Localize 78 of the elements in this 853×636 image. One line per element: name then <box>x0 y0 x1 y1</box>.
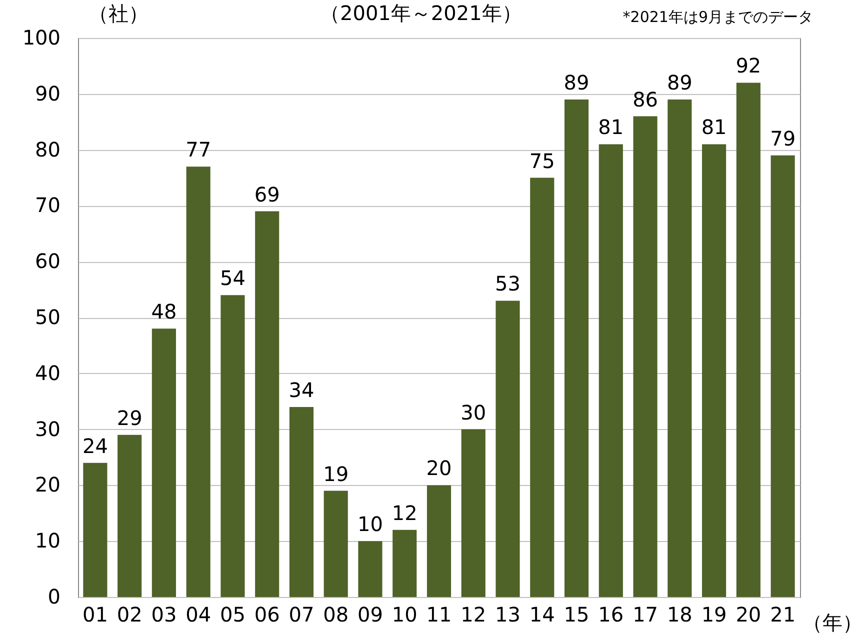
x-tick-label: 07 <box>288 602 314 626</box>
chart-subtitle: （2001年～2021年） <box>320 0 522 27</box>
x-tick-label: 12 <box>460 602 486 626</box>
x-tick-label: 20 <box>736 602 762 626</box>
y-tick-label: 40 <box>35 360 60 385</box>
y-tick-label: 70 <box>35 193 60 218</box>
x-tick-label: 08 <box>323 602 349 626</box>
data-label: 75 <box>529 148 555 173</box>
bar <box>392 530 417 597</box>
y-axis-title: （社） <box>88 2 148 26</box>
x-tick-label: 11 <box>426 602 452 626</box>
bar <box>426 485 452 597</box>
data-label: 48 <box>151 300 177 324</box>
bar <box>564 99 589 597</box>
bar <box>770 155 795 597</box>
data-label: 53 <box>495 272 520 296</box>
data-label: 86 <box>632 87 658 112</box>
x-tick-label: 18 <box>666 602 692 626</box>
bar <box>598 144 623 597</box>
x-tick-label: 13 <box>495 602 520 626</box>
bar <box>118 434 142 597</box>
bar <box>358 541 382 597</box>
bar <box>152 328 176 597</box>
data-label: 12 <box>392 500 418 525</box>
y-tick-label: 20 <box>35 472 60 497</box>
x-axis-title: （年） <box>802 610 853 634</box>
data-label: 79 <box>770 126 796 150</box>
data-label: 29 <box>116 406 142 430</box>
bar <box>186 166 210 597</box>
bar <box>220 295 245 597</box>
data-label: 89 <box>564 70 590 94</box>
y-tick-label: 100 <box>22 26 60 50</box>
x-tick-label: 10 <box>392 602 418 626</box>
x-tick-label: 04 <box>186 602 212 626</box>
x-tick-label: 14 <box>529 602 555 626</box>
y-tick-label: 90 <box>35 81 60 106</box>
y-tick-label: 10 <box>35 528 60 553</box>
x-tick-label: 01 <box>82 602 108 626</box>
bar <box>668 99 692 597</box>
data-label: 34 <box>288 378 314 402</box>
data-label: 77 <box>186 138 212 162</box>
x-tick-label: 02 <box>116 602 142 626</box>
bar <box>633 116 658 597</box>
data-label: 69 <box>254 182 280 206</box>
bar <box>702 144 726 597</box>
x-tick-label: 09 <box>358 602 383 626</box>
data-label: 19 <box>323 462 349 486</box>
bar <box>83 462 108 597</box>
text: *2021年は9月までのデータ <box>622 8 813 27</box>
y-tick-label: 60 <box>35 249 60 274</box>
data-label: 20 <box>426 456 452 480</box>
data-label: 10 <box>358 512 383 536</box>
x-tick-label: 19 <box>701 602 727 626</box>
data-label: 92 <box>736 54 762 78</box>
bar <box>496 300 520 597</box>
bar <box>255 211 280 597</box>
data-label: 54 <box>220 266 246 290</box>
x-tick-label: 03 <box>151 602 177 626</box>
x-tick-label: 15 <box>564 602 590 626</box>
bar <box>461 429 486 597</box>
y-tick-label: 0 <box>48 584 60 608</box>
x-tick-label: 17 <box>632 602 658 626</box>
data-label: 30 <box>460 400 486 424</box>
data-label: 81 <box>598 115 624 140</box>
data-label: 81 <box>701 115 727 140</box>
x-tick-label: 05 <box>220 602 246 626</box>
bar <box>289 406 314 597</box>
x-tick-label: 06 <box>254 602 280 626</box>
y-tick-label: 30 <box>35 416 60 441</box>
bar <box>324 490 348 597</box>
bar <box>736 82 760 597</box>
y-tick-label: 50 <box>35 305 60 329</box>
bar <box>530 178 554 597</box>
x-tick-label: 21 <box>770 602 796 626</box>
x-tick-label: 16 <box>598 602 624 626</box>
y-tick-label: 80 <box>35 137 60 162</box>
data-label: 24 <box>82 434 108 458</box>
data-label: 89 <box>666 70 692 94</box>
